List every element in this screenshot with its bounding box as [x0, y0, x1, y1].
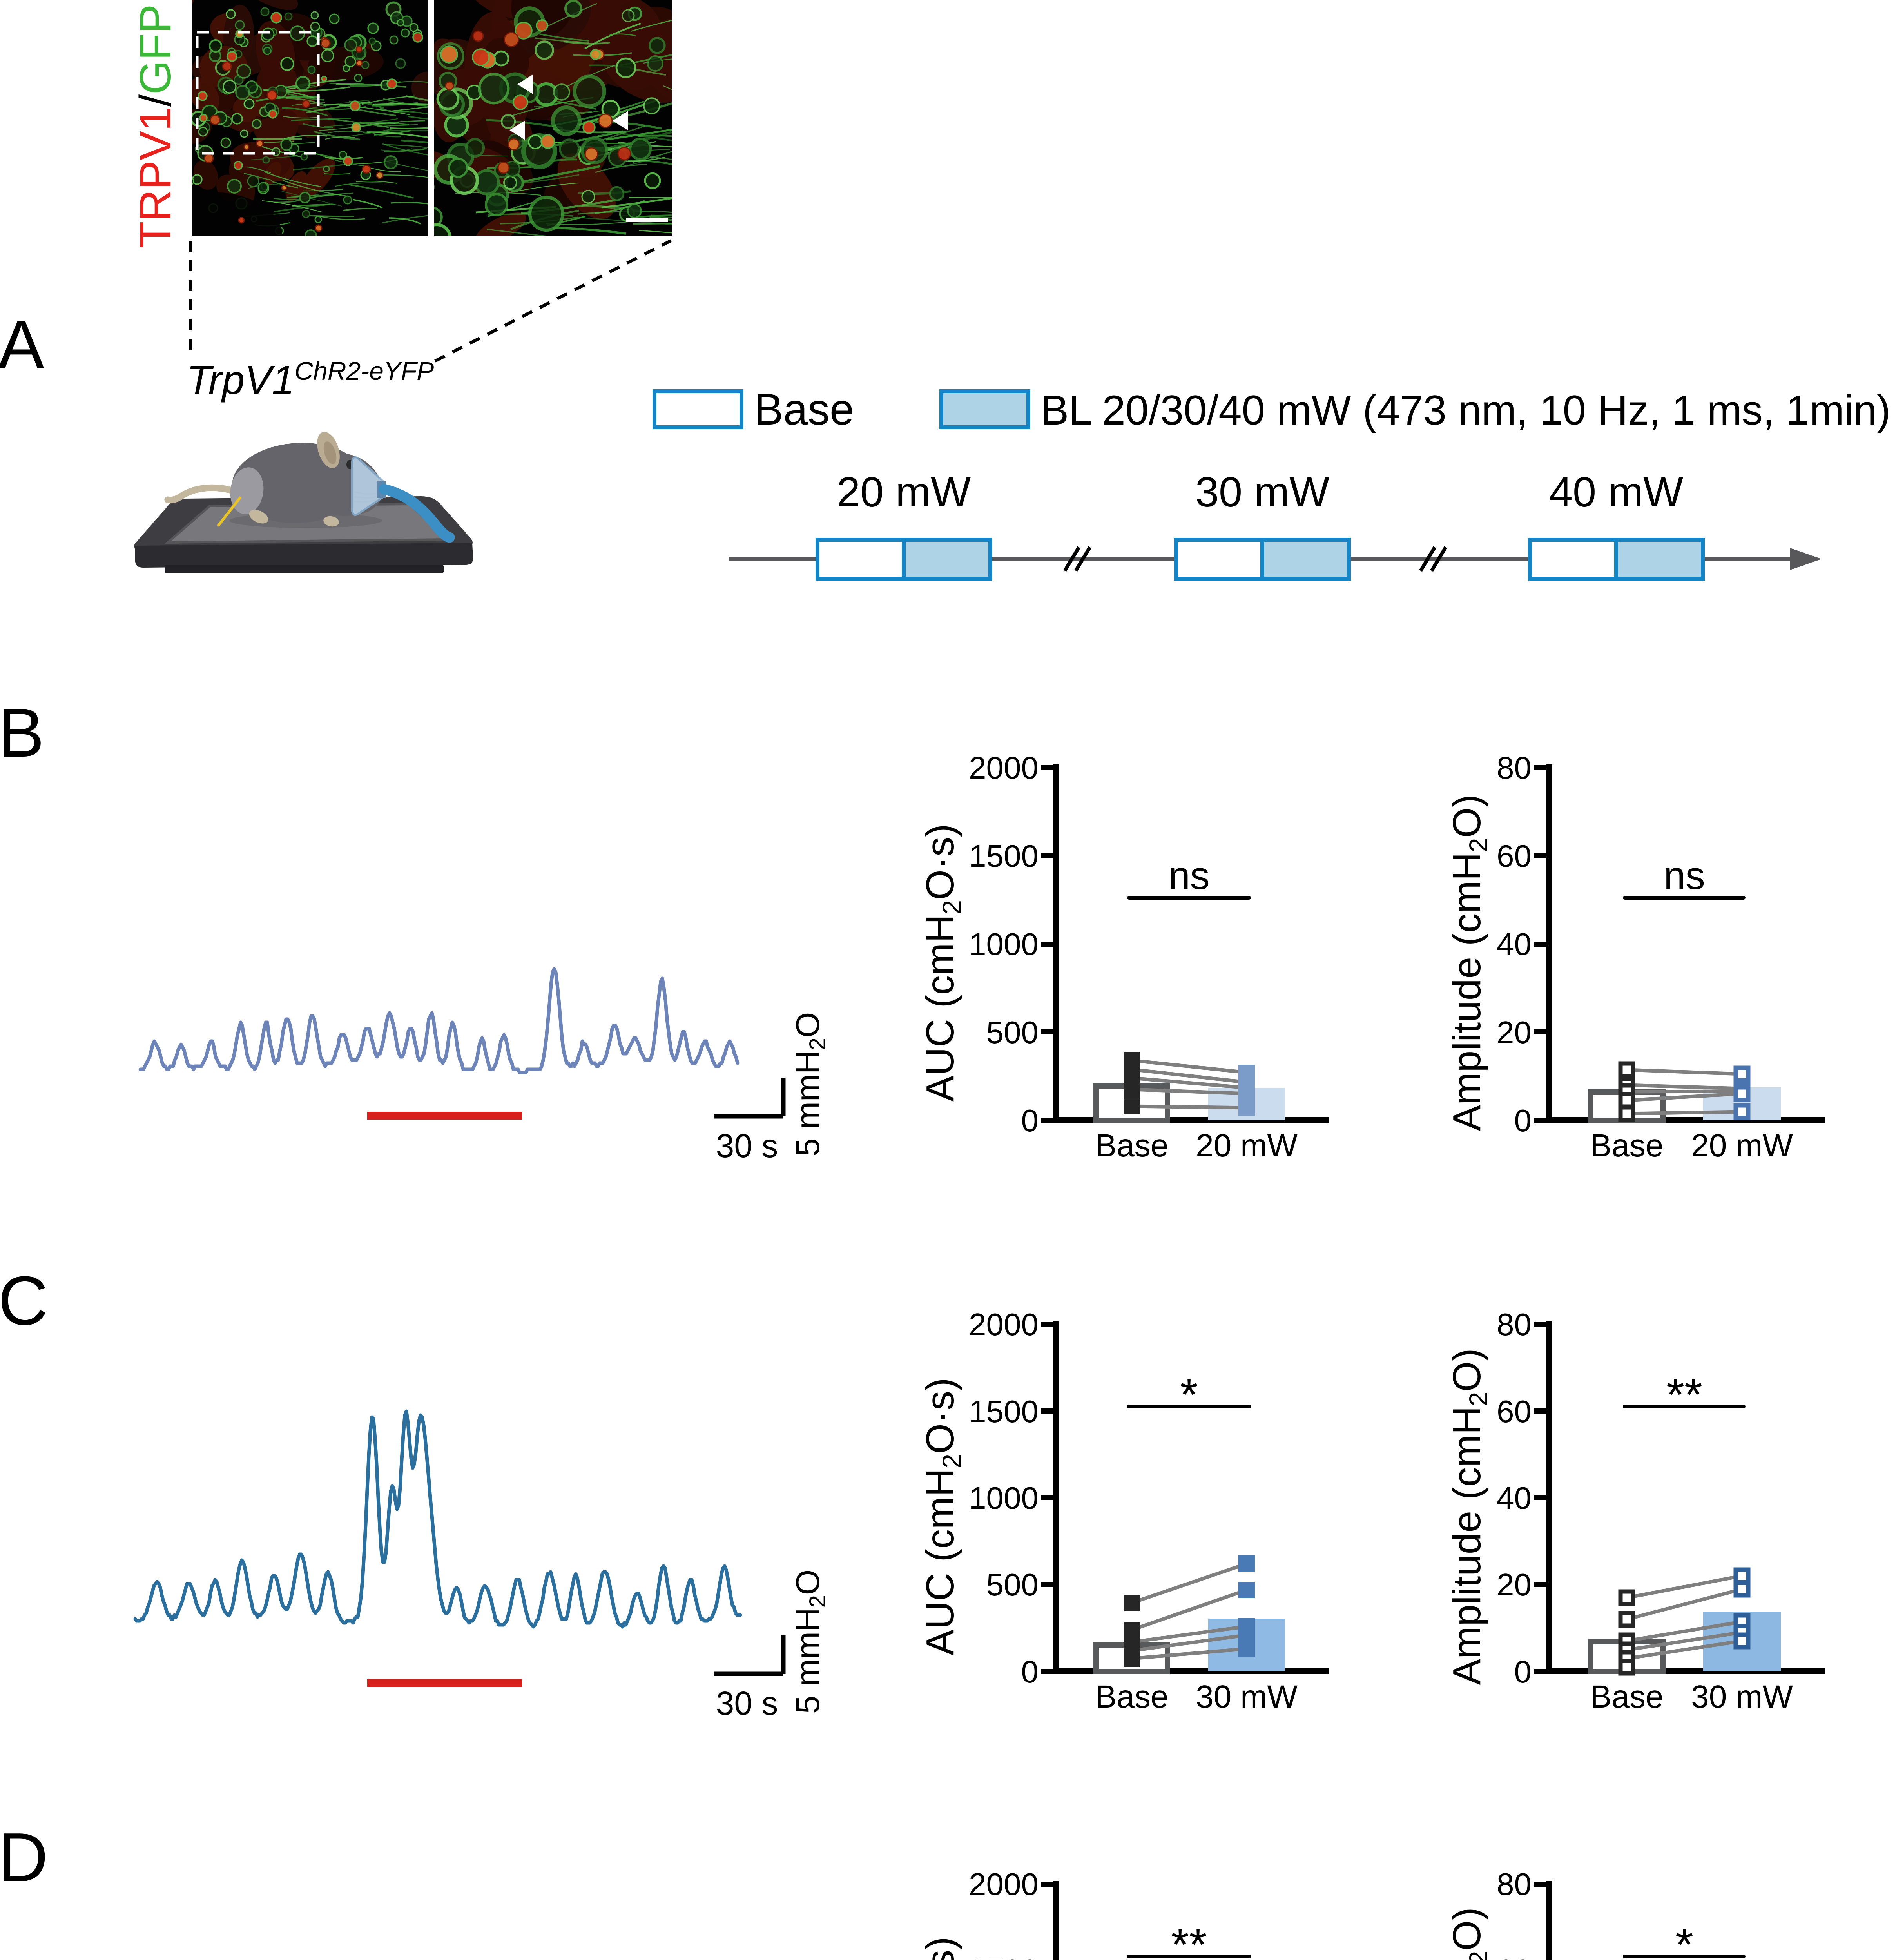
- svg-text:Base: Base: [1590, 1128, 1664, 1163]
- svg-text:60: 60: [1497, 838, 1532, 873]
- svg-text:0: 0: [1021, 1654, 1039, 1689]
- svg-text:60: 60: [1497, 1394, 1532, 1429]
- svg-text:30 mW: 30 mW: [1691, 1679, 1793, 1715]
- svg-text:40: 40: [1497, 927, 1532, 962]
- svg-text:40 mW: 40 mW: [1549, 468, 1683, 515]
- svg-text:TRPV1/GFP: TRPV1/GFP: [131, 4, 180, 248]
- svg-text:BL 20/30/40 mW (473 nm, 10 Hz,: BL 20/30/40 mW (473 nm, 10 Hz, 1 ms, 1mi…: [1041, 387, 1891, 434]
- svg-text:40: 40: [1497, 1481, 1532, 1515]
- svg-text:*: *: [1675, 1919, 1693, 1960]
- svg-text:20 mW: 20 mW: [837, 468, 971, 515]
- svg-text:Base: Base: [754, 385, 854, 434]
- svg-text:20: 20: [1497, 1567, 1532, 1602]
- svg-text:Base: Base: [1095, 1128, 1169, 1163]
- svg-text:2000: 2000: [969, 750, 1039, 785]
- svg-text:5 mmH2O: 5 mmH2O: [789, 1012, 830, 1156]
- svg-text:AUC (cmH2O·s): AUC (cmH2O·s): [918, 1937, 966, 1960]
- svg-text:1000: 1000: [969, 927, 1039, 962]
- svg-text:20 mW: 20 mW: [1691, 1128, 1793, 1163]
- svg-text:AUC (cmH2O·s): AUC (cmH2O·s): [918, 1378, 966, 1656]
- svg-text:1500: 1500: [969, 838, 1039, 873]
- svg-text:**: **: [1171, 1919, 1207, 1960]
- svg-text:C: C: [0, 1262, 48, 1339]
- svg-text:1500: 1500: [969, 1394, 1039, 1429]
- svg-text:80: 80: [1497, 1867, 1532, 1902]
- svg-text:1000: 1000: [969, 1481, 1039, 1515]
- svg-text:60: 60: [1497, 1953, 1532, 1960]
- svg-text:0: 0: [1514, 1103, 1532, 1138]
- svg-text:0: 0: [1514, 1654, 1532, 1689]
- svg-text:D: D: [0, 1818, 48, 1896]
- svg-text:5 mmH2O: 5 mmH2O: [789, 1570, 830, 1714]
- svg-text:0: 0: [1021, 1103, 1039, 1138]
- svg-text:1500: 1500: [969, 1953, 1039, 1960]
- svg-text:500: 500: [986, 1015, 1039, 1050]
- svg-text:Base: Base: [1095, 1679, 1169, 1715]
- svg-text:30 mW: 30 mW: [1195, 468, 1329, 515]
- svg-text:A: A: [0, 306, 44, 383]
- svg-text:ns: ns: [1168, 854, 1210, 898]
- svg-text:80: 80: [1497, 1307, 1532, 1342]
- svg-text:*: *: [1180, 1369, 1198, 1421]
- svg-text:30 mW: 30 mW: [1196, 1679, 1298, 1715]
- svg-text:30 s: 30 s: [716, 1127, 778, 1164]
- svg-text:Base: Base: [1590, 1679, 1664, 1715]
- svg-text:2000: 2000: [969, 1307, 1039, 1342]
- svg-text:20 mW: 20 mW: [1196, 1128, 1298, 1163]
- svg-text:80: 80: [1497, 750, 1532, 785]
- svg-text:Amplitude (cmH2O): Amplitude (cmH2O): [1445, 794, 1493, 1131]
- svg-text:20: 20: [1497, 1015, 1532, 1050]
- svg-text:2000: 2000: [969, 1867, 1039, 1902]
- svg-text:Amplitude (cmH2O): Amplitude (cmH2O): [1445, 1348, 1493, 1685]
- svg-text:TrpV1ChR2-eYFP: TrpV1ChR2-eYFP: [187, 356, 434, 403]
- svg-text:Amplitude (cmH2O): Amplitude (cmH2O): [1445, 1907, 1493, 1960]
- svg-text:AUC (cmH2O·s): AUC (cmH2O·s): [918, 824, 966, 1102]
- svg-text:**: **: [1666, 1369, 1702, 1421]
- svg-text:ns: ns: [1664, 854, 1705, 898]
- svg-text:500: 500: [986, 1567, 1039, 1602]
- svg-text:30 s: 30 s: [716, 1685, 778, 1722]
- svg-text:B: B: [0, 694, 44, 771]
